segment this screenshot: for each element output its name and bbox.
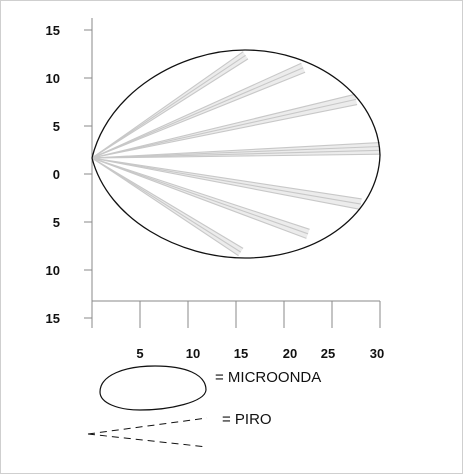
y-tick-labels: 15 10 5 0 5 10 15	[46, 23, 60, 326]
pir-beam-ray	[91, 157, 309, 235]
legend-pir-symbol-upper	[87, 417, 208, 435]
legend-pir-label: = PIRO	[222, 411, 272, 428]
x-tick-label: 25	[321, 346, 335, 361]
pir-beam-ray	[91, 58, 249, 159]
x-tick-label: 15	[234, 346, 248, 361]
pir-beam-ray	[91, 93, 356, 159]
axes	[84, 18, 381, 328]
x-tick-label: 10	[186, 346, 200, 361]
legend-microwave-symbol	[99, 365, 207, 411]
pir-beam-ray	[91, 71, 306, 159]
pir-beam-ray	[91, 157, 310, 230]
x-tick-label: 5	[136, 346, 143, 361]
microwave-lobe	[91, 49, 381, 259]
pir-beam-ray	[91, 157, 361, 205]
legend: = MICROONDA = PIRO	[87, 365, 321, 448]
pir-beam-ray	[91, 54, 246, 159]
pir-beam-ray	[91, 153, 381, 159]
pir-beam-ray	[91, 157, 242, 253]
x-tick-marks	[91, 301, 381, 328]
pir-beam-fan	[91, 51, 381, 257]
y-tick-label: 5	[53, 215, 60, 230]
legend-microwave-label: = MICROONDA	[215, 369, 321, 386]
pir-beam-ray	[91, 157, 244, 249]
pir-beam-ray	[91, 145, 380, 159]
y-tick-marks	[84, 29, 92, 319]
pir-beam-ray	[91, 104, 358, 159]
pir-beam-ray	[91, 157, 362, 200]
x-tick-label: 20	[283, 346, 297, 361]
pir-beam-ray	[91, 62, 302, 159]
legend-pir-symbol-lower	[87, 433, 208, 448]
y-tick-label: 15	[46, 311, 60, 326]
pir-beam-ray	[91, 157, 361, 210]
x-tick-labels: 5 10 15 20 25 30	[136, 346, 384, 361]
pir-beam-ray	[91, 142, 380, 159]
y-tick-label: 15	[46, 23, 60, 38]
pir-beam-ray	[91, 157, 307, 239]
y-tick-label: 0	[53, 167, 60, 182]
y-tick-label: 10	[46, 71, 60, 86]
pir-beam-ray	[91, 149, 381, 159]
x-tick-label: 30	[370, 346, 384, 361]
pir-beam-ray	[91, 98, 357, 159]
pir-beam-ray	[91, 157, 239, 257]
pir-beam-ray	[91, 51, 244, 159]
y-tick-label: 10	[46, 263, 60, 278]
y-tick-label: 5	[53, 119, 60, 134]
pir-beam-ray	[91, 67, 304, 159]
